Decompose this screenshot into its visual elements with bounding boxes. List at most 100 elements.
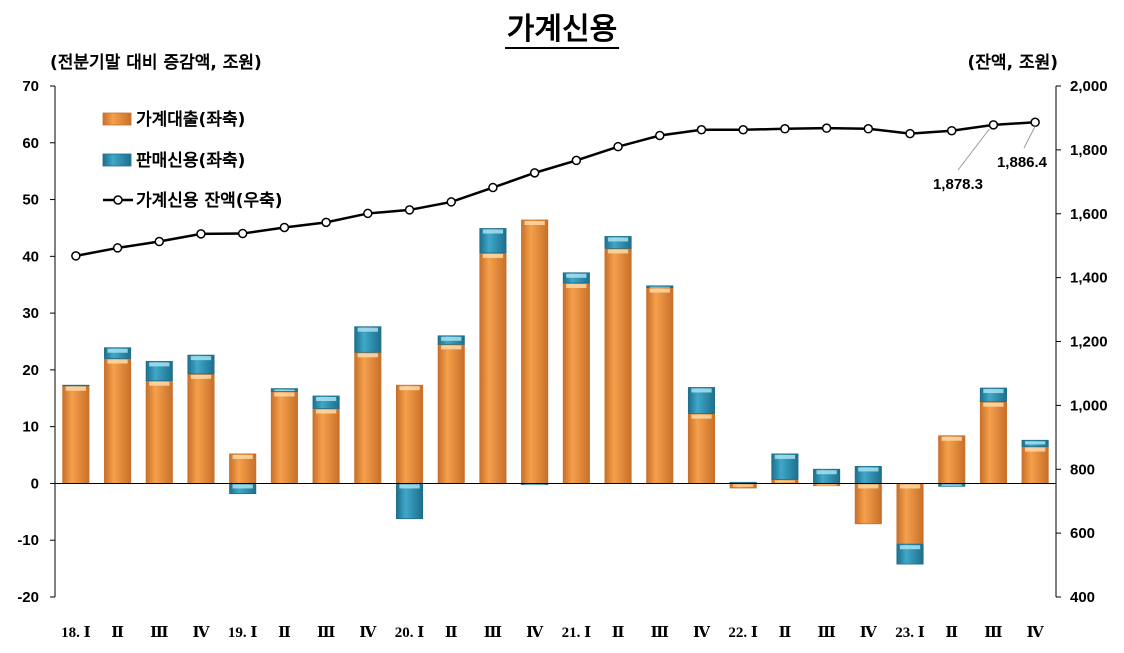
left-tick-label: 40 xyxy=(22,248,39,265)
right-tick-label: 1,000 xyxy=(1070,397,1108,414)
sales-bar-2 xyxy=(145,360,173,382)
sales-bar-bevel xyxy=(482,229,504,234)
loan-bar-11 xyxy=(521,219,549,484)
x-tick-label: Ⅳ xyxy=(192,625,210,641)
loan-bar-20 xyxy=(896,483,924,545)
loan-bar-22 xyxy=(979,401,1007,484)
chart-title-text: 가계신용 xyxy=(504,12,620,49)
loan-bar-23 xyxy=(1021,446,1049,484)
right-tick-label: 1,800 xyxy=(1070,142,1108,159)
legend-label: 가계신용 잔액(우축) xyxy=(136,191,283,211)
loan-bar-5 xyxy=(270,391,298,484)
loan-bar-body xyxy=(896,483,924,545)
sales-bar-22 xyxy=(979,387,1007,403)
annotation-leader xyxy=(957,128,990,171)
loan-bar-bevel xyxy=(274,392,295,397)
line-layer xyxy=(71,117,1040,261)
loan-bar-bevel xyxy=(899,484,921,489)
balance-point xyxy=(821,123,832,133)
sales-bar-9 xyxy=(437,335,465,345)
right-tick-label: 1,400 xyxy=(1070,270,1108,287)
loan-bar-15 xyxy=(687,413,716,484)
loan-bar-4 xyxy=(229,453,257,484)
balance-point xyxy=(196,229,206,239)
right-tick-label: 600 xyxy=(1070,525,1095,542)
x-tick-label: Ⅳ xyxy=(860,625,878,641)
x-tick-label: 18. Ⅰ xyxy=(61,625,91,641)
loan-bar-14 xyxy=(646,287,674,484)
loan-bar-bevel xyxy=(315,409,337,414)
loan-bar-1 xyxy=(104,358,132,484)
loan-bar-bevel xyxy=(399,386,420,391)
loan-bar-17 xyxy=(771,479,799,484)
annotations-layer: 1,878.3 1,886.4 xyxy=(933,126,1048,193)
sales-bar-3 xyxy=(187,354,215,375)
sales-bar-bevel xyxy=(691,388,712,393)
sales-bar-bevel xyxy=(524,484,545,486)
sales-bar-6 xyxy=(312,395,340,409)
x-tick-label: 20. Ⅰ xyxy=(395,625,425,641)
sales-bar-bevel xyxy=(607,237,629,242)
sales-bar-body xyxy=(395,483,424,520)
legend: 가계대출(좌축) 판매신용(좌축) 가계신용 잔액(우축) xyxy=(102,110,283,211)
sales-bar-bevel xyxy=(816,470,837,475)
legend-swatch-sales xyxy=(102,153,132,167)
x-tick-label: 23. Ⅰ xyxy=(895,625,925,641)
loan-bar-bevel xyxy=(649,288,670,293)
loan-bar-bevel xyxy=(65,386,86,391)
sales-bar-bevel xyxy=(190,356,212,361)
sales-bar-12 xyxy=(562,272,590,284)
loan-bar-body xyxy=(104,358,132,484)
loan-bar-body xyxy=(646,287,674,484)
loan-bar-21 xyxy=(938,435,966,484)
sales-bar-19 xyxy=(854,466,882,484)
balance-point xyxy=(154,236,165,247)
right-tick-label: 400 xyxy=(1070,589,1095,606)
balance-point xyxy=(905,128,915,139)
sales-bar-bevel xyxy=(315,397,337,402)
legend-label: 판매신용(좌축) xyxy=(136,151,245,171)
loan-bar-9 xyxy=(437,343,465,484)
balance-point xyxy=(988,120,999,130)
loan-bar-bevel xyxy=(691,414,712,419)
sales-bar-bevel xyxy=(858,467,879,472)
sales-bar-bevel xyxy=(441,336,462,341)
balance-point xyxy=(488,182,498,193)
loan-bar-bevel xyxy=(733,484,754,487)
loan-bar-bevel xyxy=(190,374,212,379)
balance-point xyxy=(780,124,790,134)
sales-bar-7 xyxy=(354,326,382,353)
loan-bar-bevel xyxy=(441,345,462,350)
balance-point xyxy=(404,205,415,215)
left-tick-label: 10 xyxy=(22,419,39,436)
sales-bar-body xyxy=(604,236,632,249)
loan-bar-bevel xyxy=(524,220,545,225)
loan-bar-10 xyxy=(479,252,507,484)
balance-point xyxy=(1030,117,1040,128)
loan-bar-bevel xyxy=(566,284,587,289)
sales-bar-14 xyxy=(646,285,674,288)
x-tick-label: Ⅲ xyxy=(984,625,1002,641)
loan-bar-13 xyxy=(604,247,632,484)
sales-bar-4 xyxy=(229,483,257,495)
loan-bar-bevel xyxy=(232,454,253,459)
legend-swatch-marker xyxy=(113,195,123,205)
loan-bar-bevel xyxy=(482,253,504,258)
balance-point xyxy=(446,197,456,207)
loan-bar-body xyxy=(979,401,1007,484)
left-tick-label: -10 xyxy=(17,532,39,549)
loan-bar-bevel xyxy=(149,381,170,386)
sales-bar-bevel xyxy=(107,348,128,353)
annotation-label: 1,878.3 xyxy=(933,176,983,193)
balance-point xyxy=(279,222,290,233)
loan-bar-0 xyxy=(62,385,90,484)
right-tick-label: 800 xyxy=(1070,461,1095,478)
sales-bar-15 xyxy=(687,387,716,415)
x-tick-label: Ⅳ xyxy=(1027,625,1045,641)
loan-bar-bevel xyxy=(941,436,962,441)
left-tick-label: 70 xyxy=(22,78,39,95)
x-tick-label: Ⅲ xyxy=(651,625,669,641)
loan-bar-body xyxy=(354,351,382,484)
chart-title: 가계신용 xyxy=(0,4,1124,49)
